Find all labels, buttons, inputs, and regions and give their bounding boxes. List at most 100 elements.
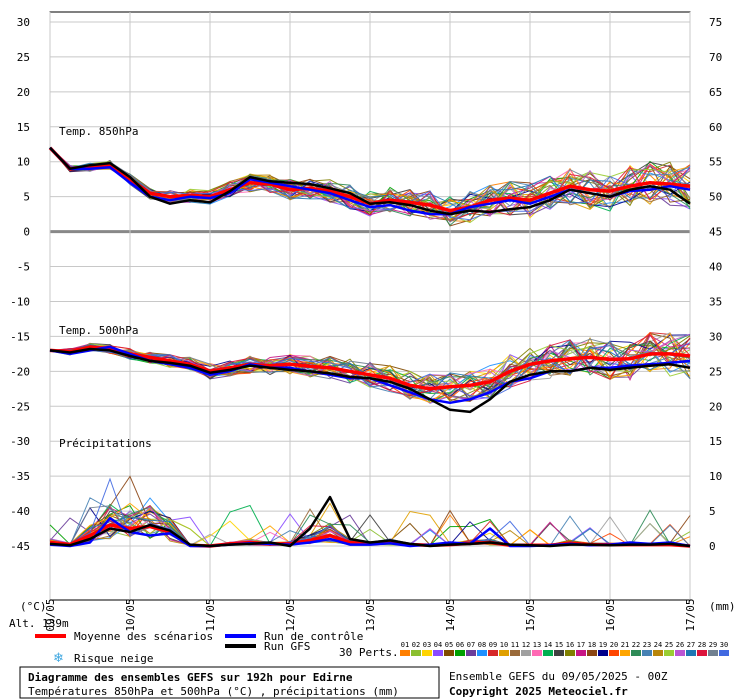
right-tick-label: 40 — [709, 261, 722, 274]
pert-number: 25 — [665, 641, 673, 649]
right-tick-label: 20 — [709, 400, 722, 413]
pert-number: 09 — [489, 641, 497, 649]
left-tick-label: -45 — [10, 540, 30, 553]
pert-number: 10 — [500, 641, 508, 649]
pert-number: 05 — [445, 641, 453, 649]
series-line-t500 — [49, 347, 691, 414]
pert-swatch — [620, 650, 630, 656]
pert-swatch — [532, 650, 542, 656]
left-tick-label: -15 — [10, 330, 30, 343]
x-date-label: 15/05 — [524, 598, 537, 631]
section-label-precip: Précipitations — [59, 437, 152, 450]
perturbations-legend: 01 02 03 04 05 06 07 08 09 10 11 12 13 14 15 16 17 18 19 20… — [400, 641, 729, 656]
x-date-label: 16/05 — [604, 598, 617, 631]
right-tick-label: 5 — [709, 505, 716, 518]
pert-swatch — [664, 650, 674, 656]
perturbation-line — [49, 343, 691, 391]
x-date-label: 13/05 — [364, 598, 377, 631]
pert-number: 02 — [412, 641, 420, 649]
right-tick-label: 10 — [709, 470, 722, 483]
grid — [49, 12, 691, 600]
pert-swatch — [521, 650, 531, 656]
pert-number: 01 — [401, 641, 409, 649]
pert-swatch — [510, 650, 520, 656]
series-line-t850 — [49, 146, 691, 216]
pert-number: 03 — [423, 641, 431, 649]
pert-swatch — [477, 650, 487, 656]
right-tick-label: 25 — [709, 365, 722, 378]
right-tick-label: 65 — [709, 86, 722, 99]
right-tick-label: 55 — [709, 156, 722, 169]
pert-swatch — [631, 650, 641, 656]
pert-swatch — [488, 650, 498, 656]
x-date-label: 12/05 — [284, 598, 297, 631]
pert-swatch — [565, 650, 575, 656]
pert-swatch — [543, 650, 553, 656]
pert-number: 26 — [676, 641, 684, 649]
pert-number: 15 — [555, 641, 563, 649]
x-date-label: 11/05 — [204, 598, 217, 631]
pert-swatch — [675, 650, 685, 656]
pert-number: 22 — [632, 641, 640, 649]
left-tick-label: -10 — [10, 295, 30, 308]
pert-swatch — [653, 650, 663, 656]
right-tick-label: 60 — [709, 121, 722, 134]
left-tick-label: -20 — [10, 365, 30, 378]
left-tick-label: 5 — [23, 191, 30, 204]
pert-swatch — [433, 650, 443, 656]
pert-swatch — [587, 650, 597, 656]
left-tick-label: 25 — [17, 51, 30, 64]
legend-gfs-label: Run GFS — [264, 640, 310, 653]
section-label-t500: Temp. 500hPa — [59, 324, 138, 337]
pert-swatch — [719, 650, 729, 656]
x-date-label: 10/05 — [124, 598, 137, 631]
x-date-label: 09/05 — [44, 598, 57, 631]
pert-number: 16 — [566, 641, 574, 649]
left-unit-label: (°C) — [20, 600, 47, 613]
legend-control-label: Run de contrôle — [264, 630, 363, 643]
right-tick-label: 0 — [709, 540, 716, 553]
main-lines — [48, 146, 691, 548]
perturbation-line — [49, 147, 691, 227]
left-tick-label: -5 — [17, 261, 30, 274]
left-tick-label: 10 — [17, 156, 30, 169]
pert-number: 30 — [720, 641, 728, 649]
x-date-label: 17/05 — [684, 598, 697, 631]
pert-number: 04 — [434, 641, 442, 649]
left-tick-label: 30 — [17, 16, 30, 29]
pert-swatch — [686, 650, 696, 656]
x-date-label: 14/05 — [444, 598, 457, 631]
pert-number: 06 — [456, 641, 464, 649]
pert-number: 12 — [522, 641, 530, 649]
pert-swatch — [422, 650, 432, 656]
pert-number: 28 — [698, 641, 706, 649]
legend-snow-label: Risque neige — [74, 652, 153, 665]
title-box — [19, 666, 440, 699]
right-tick-label: 45 — [709, 226, 722, 239]
left-tick-label: 20 — [17, 86, 30, 99]
right-tick-label: 15 — [709, 435, 722, 448]
pert-swatch — [400, 650, 410, 656]
pert-number: 08 — [478, 641, 486, 649]
pert-number: 07 — [467, 641, 475, 649]
pert-swatch — [444, 650, 454, 656]
pert-number: 18 — [588, 641, 596, 649]
left-tick-label: 15 — [17, 121, 30, 134]
legend-perts-label: 30 Perts. — [339, 646, 399, 659]
chart-title: Diagramme des ensembles GEFS sur 192h po… — [28, 671, 353, 684]
pert-swatch — [609, 650, 619, 656]
left-axis-ticks: 30 25 20 15 10 5 0 -5 -10 -15 -20 -25 -30 -35 -40 -45 — [10, 16, 30, 553]
pert-number: 29 — [709, 641, 717, 649]
left-tick-label: -30 — [10, 435, 30, 448]
left-tick-label: -40 — [10, 505, 30, 518]
pert-number: 27 — [687, 641, 695, 649]
pert-number: 19 — [599, 641, 607, 649]
snowflake-icon: ❄ — [53, 651, 64, 666]
pert-swatch — [411, 650, 421, 656]
copyright-label: Copyright 2025 Meteociel.fr — [449, 685, 628, 698]
pert-swatch — [708, 650, 718, 656]
pert-swatch — [554, 650, 564, 656]
right-tick-label: 50 — [709, 191, 722, 204]
